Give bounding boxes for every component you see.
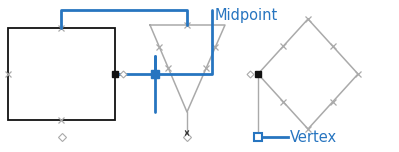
Text: Vertex: Vertex [290, 130, 337, 145]
Bar [8, 28, 115, 120]
Text: Midpoint: Midpoint [215, 8, 278, 23]
